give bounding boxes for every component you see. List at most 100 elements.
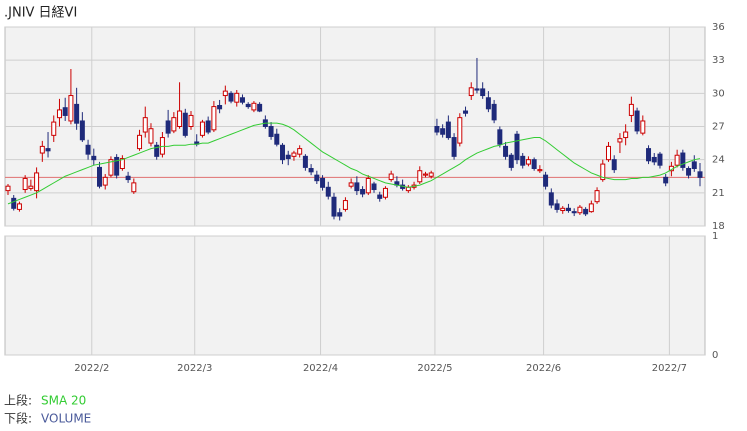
x-tick-label: 2022/3	[177, 363, 212, 374]
candle-body	[165, 120, 171, 134]
candle-body	[320, 177, 326, 188]
candle-body	[302, 155, 308, 168]
x-tick-label: 2022/2	[74, 363, 109, 374]
candle-body	[102, 176, 108, 186]
candle-body	[142, 117, 148, 133]
candle-body	[628, 103, 634, 116]
candle-body	[97, 166, 103, 187]
chart-title: .JNIV 日経VI	[4, 6, 77, 21]
candle-body	[440, 128, 446, 135]
candle-body	[45, 148, 51, 152]
legend-label: 下段:	[4, 411, 32, 426]
candle-body	[171, 117, 177, 132]
candle-body	[159, 137, 165, 155]
candle-body	[337, 212, 343, 217]
candle-body	[268, 126, 274, 137]
candle-body	[16, 203, 22, 210]
candle-body	[434, 126, 440, 133]
candle-body	[108, 159, 114, 176]
candle-body	[239, 97, 245, 103]
candle-body	[646, 148, 652, 162]
candle-body	[611, 159, 617, 171]
candle-body	[600, 163, 606, 181]
y-tick-label: 18	[712, 221, 725, 232]
y-tick-label: 33	[712, 55, 725, 66]
candle-body	[354, 182, 360, 192]
candle-body	[331, 196, 337, 217]
candle-body	[11, 197, 17, 209]
candle-body	[588, 203, 594, 213]
candle-body	[382, 187, 388, 198]
candle-body	[508, 154, 514, 168]
y-tick-label: 36	[712, 22, 725, 33]
candle-body	[274, 133, 280, 145]
candle-body	[182, 112, 188, 136]
candle-body	[211, 106, 217, 131]
candle-body	[560, 207, 566, 212]
candle-body	[68, 95, 74, 122]
legend-sma: SMA 20	[41, 394, 86, 408]
candle-body	[491, 103, 497, 121]
candle-body	[291, 152, 297, 157]
candle-body	[228, 92, 234, 102]
candle-body	[623, 131, 629, 139]
candle-body	[188, 114, 194, 127]
y-tick-label: 21	[712, 188, 725, 199]
candle-body	[125, 175, 131, 181]
candle-body	[62, 107, 68, 116]
candle-body	[651, 156, 657, 163]
lower-panel	[4, 235, 706, 356]
candle-body	[577, 206, 583, 214]
candle-body	[85, 144, 91, 155]
candle-body	[285, 154, 291, 160]
candle-body	[74, 103, 80, 124]
y-tick-label: 1	[712, 231, 718, 242]
y-tick-label: 30	[712, 88, 725, 99]
candle-body	[485, 97, 491, 110]
legend-label: 上段:	[4, 393, 32, 408]
candle-body	[674, 154, 680, 166]
candle-body	[548, 192, 554, 206]
candle-body	[342, 200, 348, 210]
candle-body	[514, 133, 520, 161]
candle-body	[217, 104, 223, 110]
candle-body	[154, 144, 160, 157]
sma-line	[7, 122, 701, 205]
y-tick-label: 0	[712, 350, 718, 361]
candle-body	[245, 103, 251, 108]
candle-body	[377, 194, 383, 199]
candle-body	[663, 176, 669, 184]
candle-body	[417, 170, 423, 183]
candle-body	[51, 121, 57, 136]
candle-body	[680, 152, 686, 168]
candle-body	[525, 159, 531, 165]
candle-body	[148, 128, 154, 144]
candle-body	[314, 174, 320, 182]
candle-body	[371, 183, 377, 191]
candle-body	[480, 88, 486, 97]
candle-body	[79, 120, 85, 141]
candle-body	[554, 203, 560, 210]
candle-body	[280, 144, 286, 161]
candle-body	[565, 207, 571, 212]
candle-body	[543, 174, 549, 187]
candle-body	[257, 103, 263, 112]
candle-body	[137, 134, 143, 150]
x-tick-label: 2022/5	[417, 363, 452, 374]
candle-body	[583, 208, 589, 215]
candle-body	[428, 172, 434, 177]
candle-body	[657, 153, 663, 166]
candle-body	[617, 138, 623, 143]
candle-body	[119, 158, 125, 170]
candle-body	[131, 182, 137, 193]
candle-body	[445, 121, 451, 139]
candle-body	[365, 177, 371, 194]
candle-body	[531, 159, 537, 170]
candle-body	[114, 156, 120, 176]
x-tick-label: 2022/4	[303, 363, 338, 374]
candle-body	[686, 168, 692, 176]
candle-body	[297, 148, 303, 155]
candle-body	[5, 185, 11, 192]
x-tick-label: 2022/6	[526, 363, 561, 374]
